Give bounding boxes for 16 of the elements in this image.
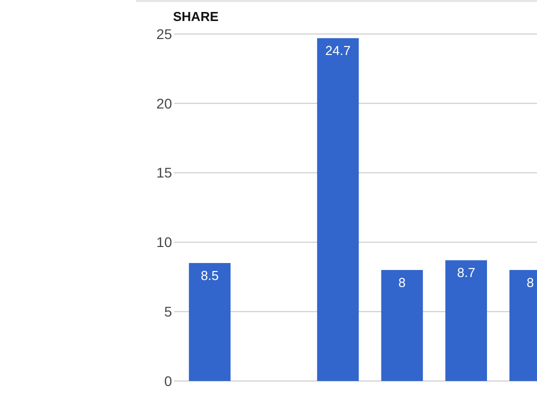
bar: [381, 270, 423, 381]
bar: [317, 38, 359, 381]
y-tick-label: 15: [156, 164, 172, 181]
data-label: 8.7: [457, 265, 476, 280]
y-tick-label: 5: [164, 304, 172, 320]
data-label: 8: [526, 274, 534, 290]
data-label: 8.5: [200, 268, 219, 284]
bar: [188, 263, 231, 381]
y-tick-label: 25: [156, 26, 172, 42]
data-label: 8: [398, 274, 406, 290]
y-tick-label: 0: [164, 372, 172, 389]
y-tick-label: 10: [156, 234, 172, 250]
bar: [445, 260, 487, 381]
y-tick-label: 20: [156, 95, 172, 112]
data-label: 24.7: [325, 43, 351, 58]
chart-title: SHARE: [173, 9, 219, 24]
